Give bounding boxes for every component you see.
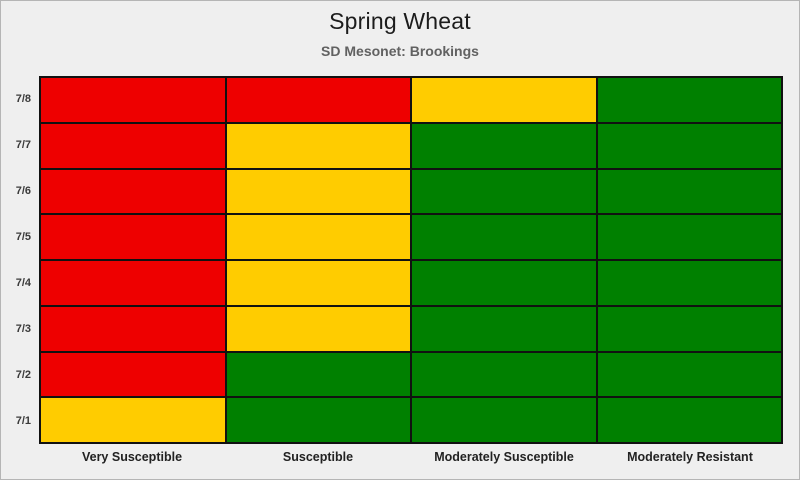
row-label: 7/8 xyxy=(15,93,31,105)
column-label: Moderately Resistant xyxy=(627,450,753,464)
heatmap-cell xyxy=(226,352,410,397)
y-axis-row-labels: 7/8 7/7 7/6 7/5 7/4 7/3 7/2 7/1 xyxy=(1,76,33,444)
row-label: 7/5 xyxy=(15,231,31,243)
heatmap-cell xyxy=(597,215,781,259)
chart-title: Spring Wheat xyxy=(329,8,471,34)
heatmap-cell xyxy=(41,123,225,168)
risk-heatmap xyxy=(39,76,783,444)
row-label: 7/2 xyxy=(15,369,31,381)
row-label: 7/3 xyxy=(15,323,31,335)
column-label: Moderately Susceptible xyxy=(434,450,574,464)
heatmap-cell xyxy=(226,123,410,168)
row-label: 7/6 xyxy=(15,185,31,197)
heatmap-cell xyxy=(597,169,781,214)
plot-area xyxy=(39,76,783,444)
heatmap-cell xyxy=(226,169,410,214)
heatmap-cell xyxy=(226,261,410,305)
heatmap-cell xyxy=(226,78,410,122)
heatmap-cell xyxy=(597,306,781,351)
heatmap-cell xyxy=(41,261,225,305)
heatmap-cell xyxy=(412,352,596,397)
column-label: Very Susceptible xyxy=(81,450,183,464)
column-label: Susceptible xyxy=(282,450,354,464)
heatmap-cell xyxy=(41,398,225,442)
heatmap-cell xyxy=(226,215,410,259)
chart-subtitle: SD Mesonet: Brookings xyxy=(321,43,479,59)
heatmap-cell xyxy=(412,169,596,214)
heatmap-cell xyxy=(41,215,225,259)
heatmap-cell xyxy=(412,398,596,442)
heatmap-cell xyxy=(412,215,596,259)
heatmap-cell xyxy=(597,123,781,168)
heatmap-cell xyxy=(412,261,596,305)
heatmap-cell xyxy=(597,398,781,442)
heatmap-cell xyxy=(412,78,596,122)
heatmap-cell xyxy=(41,352,225,397)
heatmap-cell xyxy=(226,306,410,351)
row-label: 7/7 xyxy=(15,139,31,151)
heatmap-cell xyxy=(412,306,596,351)
row-label: 7/4 xyxy=(15,277,31,289)
heatmap-cell xyxy=(597,352,781,397)
row-label: 7/1 xyxy=(15,415,31,427)
x-axis-column-labels: Very Susceptible Susceptible Moderately Su… xyxy=(39,450,783,464)
heatmap-cell xyxy=(226,398,410,442)
heatmap-cell xyxy=(41,78,225,122)
heatmap-cell xyxy=(41,306,225,351)
heatmap-cell xyxy=(41,169,225,214)
heatmap-cell xyxy=(597,261,781,305)
heatmap-cell xyxy=(412,123,596,168)
heatmap-cell xyxy=(597,78,781,122)
